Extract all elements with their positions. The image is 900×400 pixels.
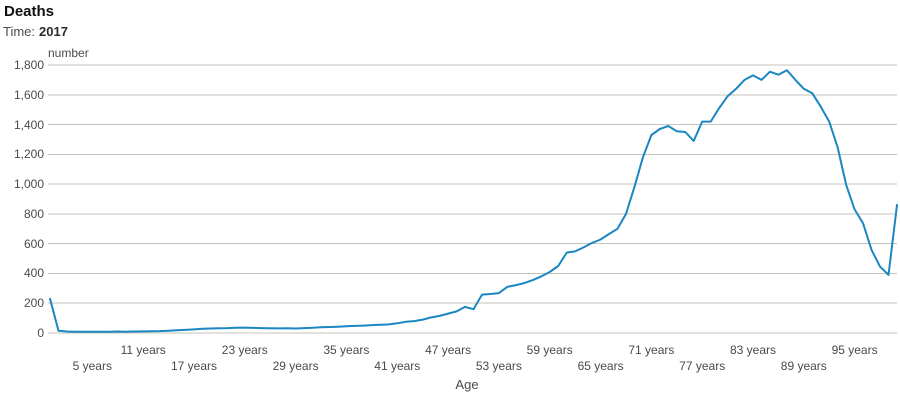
y-axis-tick-label: 400 <box>23 266 44 281</box>
x-axis-tick-label: 77 years <box>679 359 726 373</box>
x-axis-tick-label: 71 years <box>628 343 675 357</box>
y-axis-unit-label: number <box>48 46 89 60</box>
time-row: Time: 2017 <box>3 24 68 39</box>
y-axis-tick-label: 1,000 <box>13 177 44 192</box>
x-axis-tick-label: 23 years <box>221 343 268 357</box>
x-axis-tick-label: 47 years <box>425 343 472 357</box>
time-label: Time: <box>3 24 36 39</box>
x-axis-title: Age <box>455 377 479 392</box>
y-axis-tick-label: 600 <box>23 236 44 251</box>
x-axis-tick-label: 89 years <box>780 359 827 373</box>
time-value: 2017 <box>39 24 68 39</box>
x-axis-tick-label: 17 years <box>170 359 218 373</box>
y-axis-tick-label: 1,800 <box>13 58 44 72</box>
x-axis-tick-label: 53 years <box>475 359 522 373</box>
x-axis-tick-label: 95 years <box>831 343 878 357</box>
x-axis-tick-label: 29 years <box>272 359 319 373</box>
y-axis-tick-label: 0 <box>37 326 44 340</box>
y-axis-tick-label: 800 <box>23 206 44 221</box>
x-axis-tick-label: 11 years <box>120 343 166 357</box>
y-axis-tick-label: 200 <box>23 296 44 311</box>
page-title: Deaths <box>4 3 55 20</box>
deaths-line <box>49 69 898 333</box>
x-axis-tick-label: 83 years <box>729 343 777 357</box>
x-axis-tick-label: 5 years <box>72 359 112 373</box>
x-axis-tick-label: 41 years <box>374 359 421 373</box>
y-axis-tick-label: 1,600 <box>13 87 44 102</box>
x-axis-tick-label: 35 years <box>323 343 370 357</box>
x-axis-tick-label: 59 years <box>526 343 573 357</box>
y-axis-tick-label: 1,200 <box>13 147 44 162</box>
y-axis-tick-label: 1,400 <box>13 117 44 132</box>
x-axis-tick-label: 65 years <box>577 359 624 373</box>
